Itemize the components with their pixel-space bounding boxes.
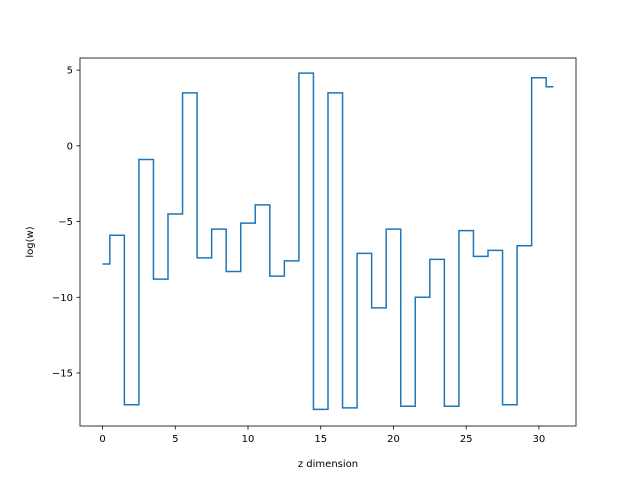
y-axis-ticks: −15 −10 −5 0 5 [52, 66, 80, 379]
x-tick-label: 20 [387, 434, 400, 445]
y-tick-label: 0 [67, 141, 73, 152]
x-tick-label: 10 [242, 434, 255, 445]
x-tick-label: 15 [314, 434, 327, 445]
series-line [102, 72, 554, 411]
series-layer [102, 72, 554, 411]
y-tick-label: −5 [58, 217, 73, 228]
x-tick-label: 0 [99, 434, 105, 445]
x-axis-ticks: 0 5 10 15 20 25 30 [99, 426, 545, 445]
x-tick-label: 30 [533, 434, 546, 445]
x-tick-label: 5 [172, 434, 178, 445]
y-axis-label: log(w) [25, 226, 36, 257]
x-axis-label: z dimension [298, 459, 358, 470]
x-tick-label: 25 [460, 434, 473, 445]
y-tick-label: −10 [52, 293, 73, 304]
y-tick-label: 5 [67, 66, 73, 77]
y-tick-label: −15 [52, 368, 73, 379]
plot-frame [79, 57, 577, 427]
